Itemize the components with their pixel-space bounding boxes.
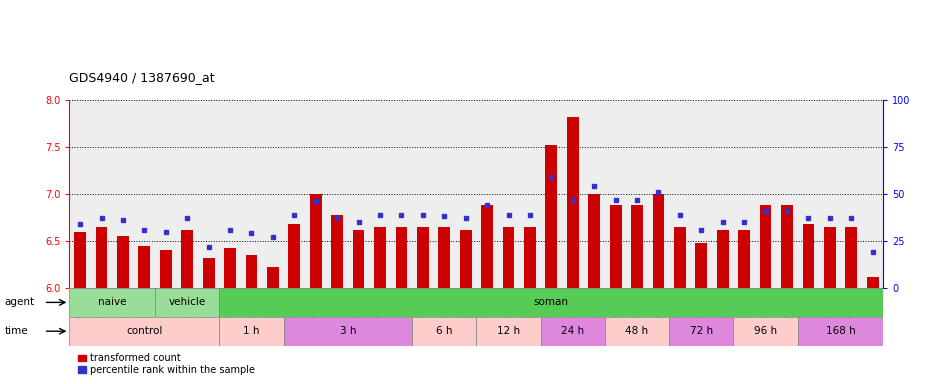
Bar bbox=[460, 230, 472, 288]
Bar bbox=[588, 194, 600, 288]
Bar bbox=[267, 267, 278, 288]
Bar bbox=[155, 288, 219, 317]
Bar bbox=[652, 194, 664, 288]
Bar bbox=[160, 250, 172, 288]
Text: agent: agent bbox=[5, 297, 35, 308]
Bar bbox=[181, 230, 193, 288]
Bar bbox=[824, 227, 835, 288]
Bar bbox=[605, 317, 669, 346]
Bar bbox=[734, 317, 797, 346]
Bar bbox=[845, 227, 857, 288]
Bar bbox=[674, 227, 685, 288]
Bar bbox=[245, 255, 257, 288]
Text: 24 h: 24 h bbox=[561, 326, 585, 336]
Bar bbox=[502, 227, 514, 288]
Bar bbox=[310, 194, 322, 288]
Bar bbox=[567, 117, 579, 288]
Text: 48 h: 48 h bbox=[625, 326, 648, 336]
Bar bbox=[759, 205, 771, 288]
Text: 96 h: 96 h bbox=[754, 326, 777, 336]
Bar bbox=[476, 317, 540, 346]
Bar bbox=[117, 236, 129, 288]
Bar bbox=[69, 317, 219, 346]
Bar bbox=[74, 232, 86, 288]
Text: 6 h: 6 h bbox=[436, 326, 452, 336]
Bar bbox=[669, 317, 734, 346]
Bar bbox=[352, 230, 364, 288]
Bar bbox=[69, 288, 155, 317]
Bar bbox=[524, 227, 536, 288]
Bar bbox=[374, 227, 386, 288]
Bar bbox=[284, 317, 413, 346]
Bar bbox=[610, 205, 622, 288]
Text: 168 h: 168 h bbox=[826, 326, 856, 336]
Bar bbox=[139, 246, 150, 288]
Text: vehicle: vehicle bbox=[168, 297, 206, 308]
Bar bbox=[417, 227, 428, 288]
Text: control: control bbox=[126, 326, 163, 336]
Bar bbox=[396, 227, 407, 288]
Bar bbox=[540, 317, 605, 346]
Bar bbox=[481, 205, 493, 288]
Bar bbox=[438, 227, 450, 288]
Bar bbox=[224, 248, 236, 288]
Bar bbox=[797, 317, 883, 346]
Bar bbox=[219, 317, 284, 346]
Bar bbox=[95, 227, 107, 288]
Bar bbox=[331, 215, 343, 288]
Bar bbox=[717, 230, 729, 288]
Text: 1 h: 1 h bbox=[243, 326, 260, 336]
Bar bbox=[803, 224, 814, 288]
Bar bbox=[631, 205, 643, 288]
Text: naive: naive bbox=[98, 297, 127, 308]
Bar bbox=[289, 224, 301, 288]
Text: 72 h: 72 h bbox=[690, 326, 713, 336]
Text: 12 h: 12 h bbox=[497, 326, 520, 336]
Bar bbox=[738, 230, 750, 288]
Bar bbox=[413, 317, 476, 346]
Text: soman: soman bbox=[534, 297, 569, 308]
Bar bbox=[867, 277, 879, 288]
Bar bbox=[546, 145, 557, 288]
Bar bbox=[696, 243, 708, 288]
Bar bbox=[781, 205, 793, 288]
Legend: transformed count, percentile rank within the sample: transformed count, percentile rank withi… bbox=[74, 349, 259, 379]
Text: 3 h: 3 h bbox=[339, 326, 356, 336]
Bar bbox=[219, 288, 883, 317]
Text: GDS4940 / 1387690_at: GDS4940 / 1387690_at bbox=[69, 71, 215, 84]
Text: time: time bbox=[5, 326, 29, 336]
Bar bbox=[203, 258, 215, 288]
